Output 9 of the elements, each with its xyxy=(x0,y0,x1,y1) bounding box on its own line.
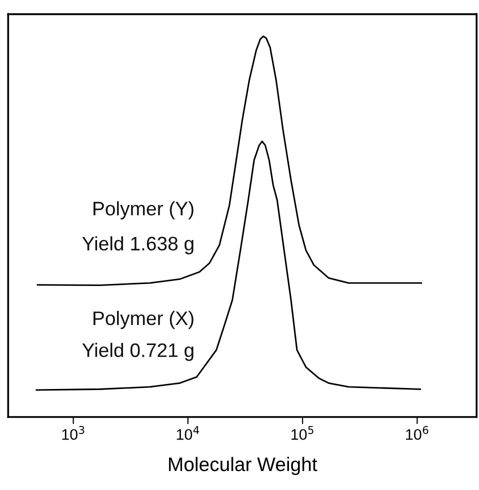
x-tick-label: 10$^{6}$ xyxy=(406,426,428,440)
x-tick-label: 10$^{4}$ xyxy=(176,426,200,440)
x-axis-title: Molecular Weight xyxy=(169,456,318,476)
series-label: Polymer (X) xyxy=(94,310,194,329)
annotation: Yield 1.638 g xyxy=(82,236,194,254)
series-label: Polymer (Y) xyxy=(94,201,194,220)
x-tick-label: 10$^{5}$ xyxy=(292,426,314,440)
x-tick-label: 10$^{3}$ xyxy=(62,426,84,440)
annotation: Yield 0.721 g xyxy=(82,342,194,361)
